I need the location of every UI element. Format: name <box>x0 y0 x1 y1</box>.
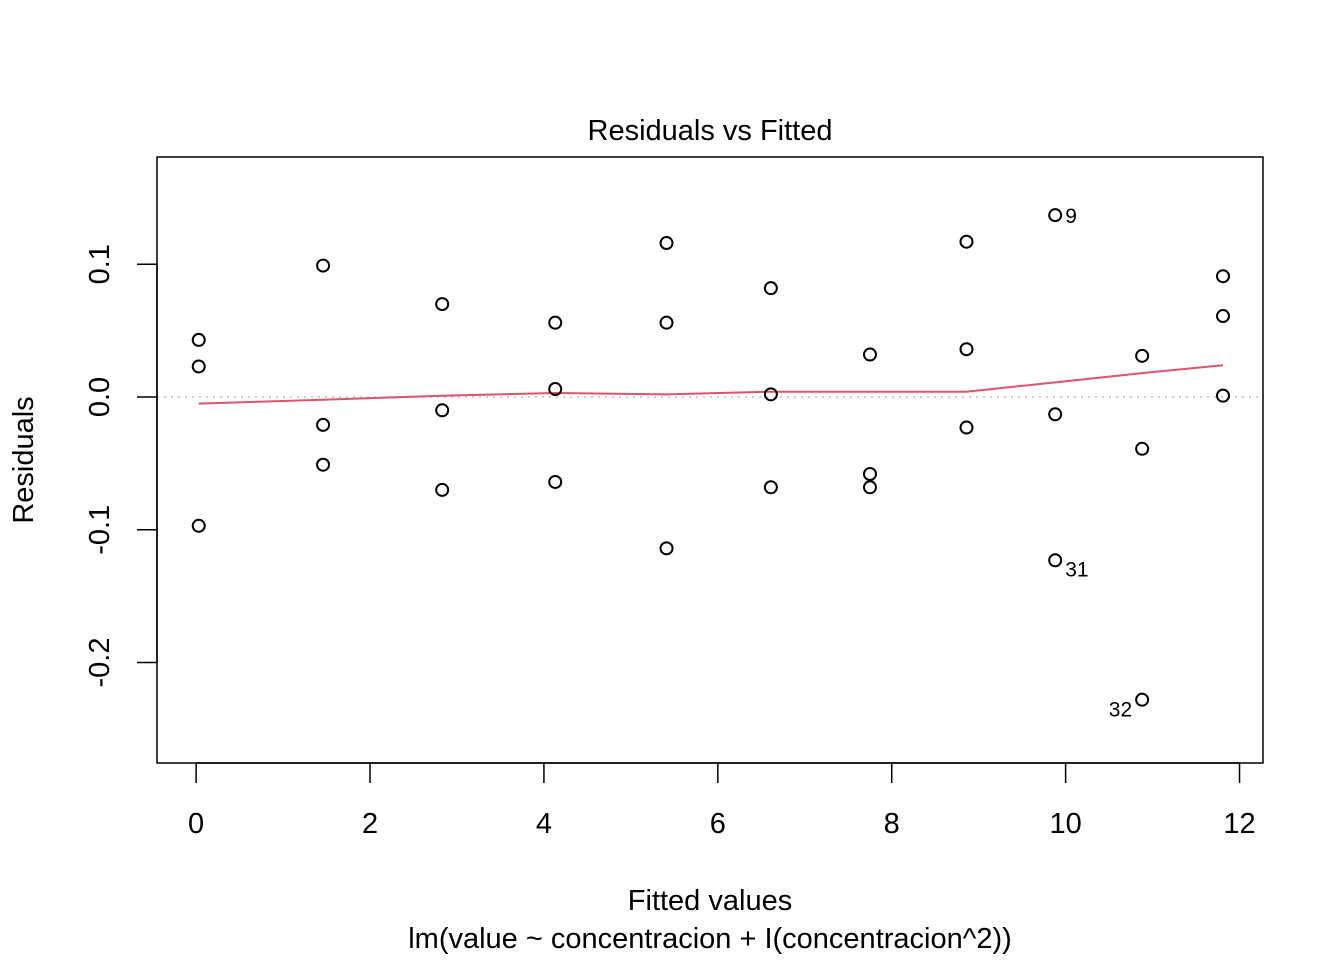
chart-subtitle: lm(value ~ concentracion + I(concentraci… <box>408 923 1012 955</box>
data-point <box>191 332 206 347</box>
data-point <box>435 297 450 312</box>
data-point <box>659 236 674 251</box>
y-tick-label: 0.1 <box>84 244 116 284</box>
data-point <box>763 281 778 296</box>
y-axis: -0.2 -0.1 0.0 0.1 <box>84 244 158 688</box>
x-axis-label: Fitted values <box>628 885 792 917</box>
data-point <box>959 234 974 249</box>
x-tick-label: 0 <box>188 808 204 840</box>
data-point <box>959 342 974 357</box>
x-tick-label: 12 <box>1223 808 1255 840</box>
data-point <box>763 480 778 495</box>
data-point <box>191 518 206 533</box>
points-group <box>191 208 1231 707</box>
point-label: 32 <box>1109 699 1132 722</box>
plot-frame <box>156 156 1264 764</box>
data-point <box>316 457 331 472</box>
data-point <box>659 315 674 330</box>
chart-title: Residuals vs Fitted <box>588 115 833 147</box>
x-tick-label: 10 <box>1049 808 1081 840</box>
data-point <box>1048 407 1063 422</box>
y-tick-label: 0.0 <box>84 377 116 417</box>
x-tick-label: 4 <box>536 808 552 840</box>
data-point <box>435 403 450 418</box>
data-point <box>862 467 877 482</box>
x-tick-label: 8 <box>884 808 900 840</box>
point-labels-group: 9 31 32 <box>1065 205 1132 722</box>
x-axis: 0 2 4 6 8 10 12 <box>188 762 1256 840</box>
data-point <box>659 541 674 556</box>
data-point <box>435 482 450 497</box>
data-point <box>1216 269 1231 284</box>
data-point <box>862 480 877 495</box>
data-point <box>1135 348 1150 363</box>
data-point <box>191 359 206 374</box>
data-point <box>1216 309 1231 324</box>
data-point <box>548 382 563 397</box>
data-point <box>959 420 974 435</box>
point-label: 31 <box>1065 558 1088 581</box>
data-point <box>763 387 778 402</box>
data-point <box>316 258 331 273</box>
data-point <box>548 315 563 330</box>
data-point <box>548 474 563 489</box>
x-tick-label: 2 <box>362 808 378 840</box>
data-point <box>1048 208 1063 223</box>
data-point <box>1216 388 1231 403</box>
y-tick-label: -0.1 <box>84 505 116 555</box>
data-point <box>862 347 877 362</box>
data-point <box>1048 553 1063 568</box>
smooth-line-group <box>198 364 1224 405</box>
smooth-line <box>198 364 1224 405</box>
x-tick-label: 6 <box>710 808 726 840</box>
y-tick-label: -0.2 <box>84 638 116 688</box>
data-point <box>1135 692 1150 707</box>
data-point <box>1135 441 1150 456</box>
y-axis-label: Residuals <box>8 396 40 523</box>
data-point <box>316 417 331 432</box>
point-label: 9 <box>1065 205 1077 228</box>
